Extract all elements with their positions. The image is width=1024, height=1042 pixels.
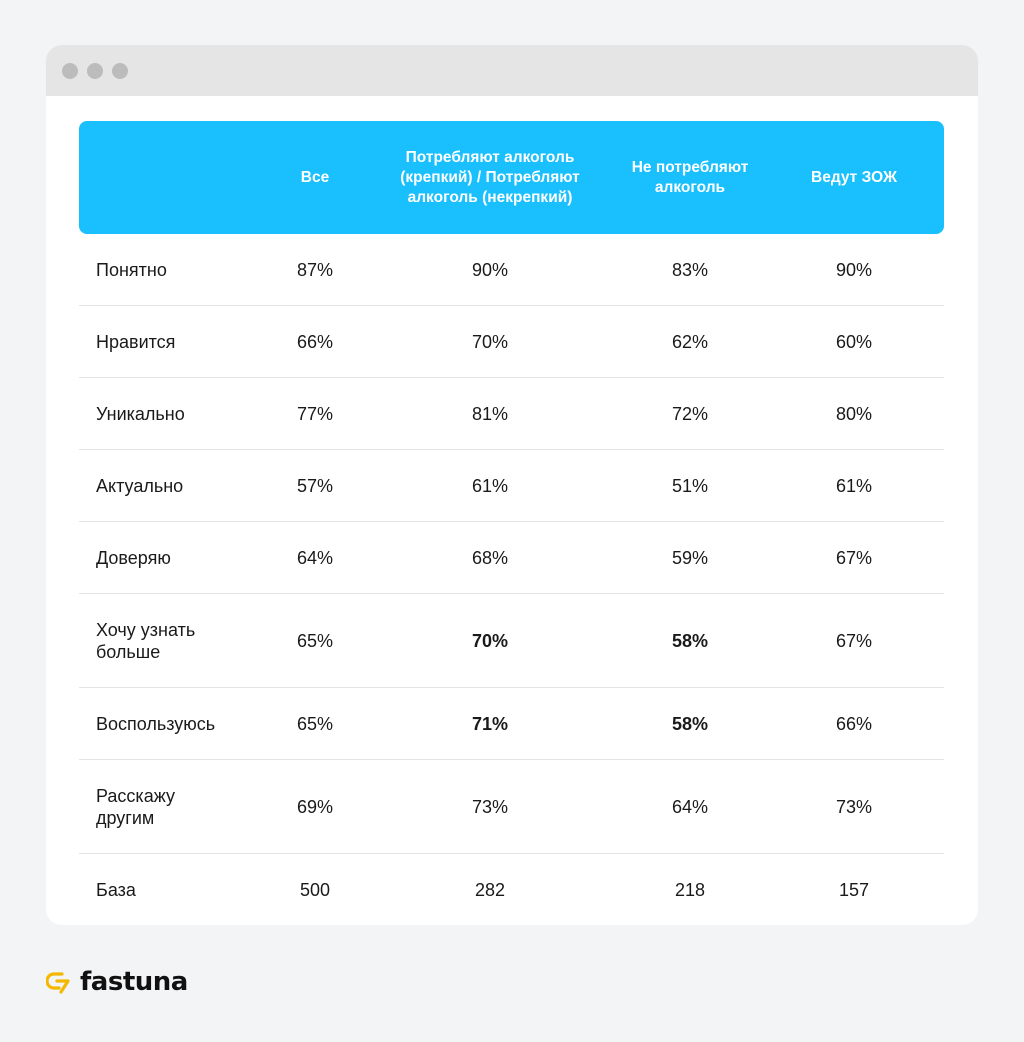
row-label: База — [96, 880, 136, 900]
table-cell: 77% — [296, 403, 334, 424]
window-titlebar — [46, 45, 978, 96]
table-cell: 64% — [296, 547, 334, 568]
table-cell: 66% — [296, 331, 334, 352]
table-row-base: База 500 282 218 157 — [79, 854, 944, 925]
browser-window: Все Потребляют алкоголь (крепкий) / Потр… — [46, 45, 978, 925]
table-cell-highlight: 58% — [671, 713, 709, 734]
fastuna-logo: fastuna — [46, 967, 188, 997]
table-cell: 66% — [835, 713, 873, 734]
row-label: Расскажу другим — [96, 785, 175, 828]
header-cell-no-alcohol: Не потребляют алкоголь — [631, 158, 749, 196]
table-row: Понятно 87% 90% 83% 90% — [79, 234, 944, 306]
table-row: Воспользуюсь 65% 71% 58% 66% — [79, 688, 944, 760]
fastuna-logo-icon — [46, 972, 70, 994]
window-dot-icon — [112, 62, 128, 79]
table-cell-highlight: 70% — [471, 630, 509, 651]
table-cell: 61% — [471, 475, 509, 496]
window-dot-icon — [87, 62, 103, 79]
table-cell: 83% — [671, 259, 709, 280]
results-table: Все Потребляют алкоголь (крепкий) / Потр… — [79, 121, 944, 925]
header-cell-all: Все — [300, 168, 330, 186]
table-cell: 73% — [471, 796, 509, 817]
row-label: Воспользуюсь — [96, 713, 216, 734]
table-row: Расскажу другим 69% 73% 64% 73% — [79, 760, 944, 854]
table-cell: 282 — [474, 880, 506, 900]
table-cell: 67% — [835, 630, 873, 651]
row-label: Уникально — [96, 403, 185, 424]
table-cell: 57% — [296, 475, 334, 496]
table-cell: 70% — [471, 331, 509, 352]
table-cell: 67% — [835, 547, 873, 568]
table-row: Доверяю 64% 68% 59% 67% — [79, 522, 944, 594]
table-cell: 62% — [671, 331, 709, 352]
table-cell: 73% — [835, 796, 873, 817]
table-row: Уникально 77% 81% 72% 80% — [79, 378, 944, 450]
table-row: Хочу узнать больше 65% 70% 58% 67% — [79, 594, 944, 688]
table-cell: 81% — [471, 403, 509, 424]
table-cell: 64% — [671, 796, 709, 817]
table-cell: 65% — [296, 630, 334, 651]
window-dot-icon — [62, 62, 78, 79]
header-cell-healthy-lifestyle: Ведут ЗОЖ — [811, 168, 897, 186]
row-label: Хочу узнать больше — [96, 619, 196, 662]
table-cell: 59% — [671, 547, 709, 568]
table-cell: 72% — [671, 403, 709, 424]
table-cell: 65% — [296, 713, 334, 734]
table-cell: 80% — [835, 403, 873, 424]
table-cell: 60% — [835, 331, 873, 352]
table-cell: 90% — [835, 259, 873, 280]
row-label: Понятно — [96, 259, 167, 280]
table-cell-highlight: 71% — [471, 713, 509, 734]
table-cell: 51% — [671, 475, 709, 496]
row-label: Доверяю — [96, 547, 171, 568]
table-cell-highlight: 58% — [671, 630, 709, 651]
row-label: Нравится — [96, 331, 176, 352]
table-header: Все Потребляют алкоголь (крепкий) / Потр… — [79, 121, 944, 234]
logo-text: fastuna — [80, 967, 188, 997]
table-cell: 61% — [835, 475, 873, 496]
table-cell: 87% — [296, 259, 334, 280]
table-cell: 68% — [471, 547, 509, 568]
table-row: Актуально 57% 61% 51% 61% — [79, 450, 944, 522]
table-cell: 218 — [674, 880, 706, 900]
table-cell: 157 — [838, 880, 870, 900]
table-row: Нравится 66% 70% 62% 60% — [79, 306, 944, 378]
row-label: Актуально — [96, 475, 184, 496]
header-cell-alcohol: Потребляют алкоголь (крепкий) / Потребля… — [400, 148, 580, 206]
table-cell: 90% — [471, 259, 509, 280]
table-cell: 69% — [296, 796, 334, 817]
table-cell: 500 — [299, 880, 331, 900]
